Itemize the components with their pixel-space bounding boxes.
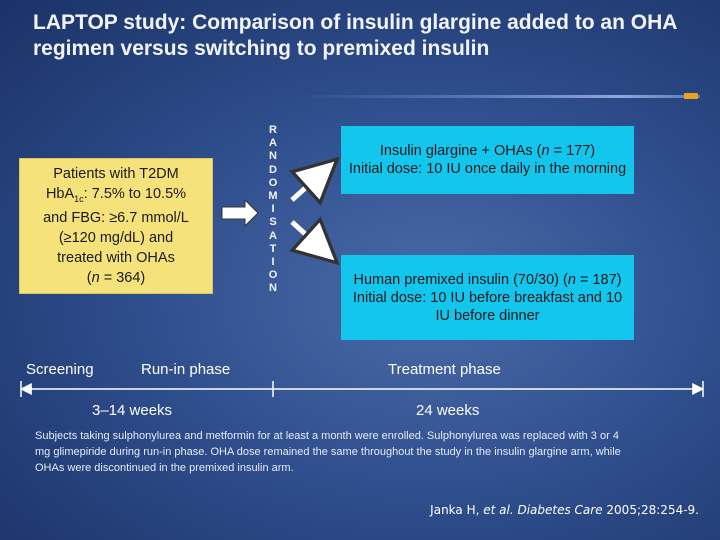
- randomisation-letter: A: [269, 137, 277, 150]
- phase-screening: Screening: [26, 361, 94, 378]
- premixed-line1-post: = 187): [575, 271, 622, 288]
- footnote: Subjects taking sulphonylurea and metfor…: [35, 430, 621, 474]
- citation-etal: et al.: [483, 503, 514, 517]
- randomisation-letter: I: [271, 256, 275, 269]
- premixed-arm-box: Human premixed insulin (70/30) (n = 187)…: [341, 255, 634, 340]
- patients-n: n: [91, 270, 100, 287]
- slide-title: LAPTOP study: Comparison of insulin glar…: [33, 11, 677, 60]
- randomisation-letter: R: [269, 124, 277, 136]
- hba1c-label: HbA: [45, 185, 75, 202]
- citation-authors: Janka H,: [430, 503, 484, 517]
- phase-run-in: Run-in phase: [141, 361, 231, 378]
- randomisation-arrow: [221, 198, 259, 228]
- patients-line5: treated with OHAs: [57, 250, 175, 267]
- randomisation-letter: M: [268, 190, 278, 203]
- glargine-dose: Initial dose: 10 IU once daily in the mo…: [348, 161, 627, 177]
- premixed-line1-pre: Human premixed insulin (70/30) (: [353, 271, 568, 288]
- hba1c-value: : 7.5% to 10.5%: [83, 185, 187, 202]
- phase-treatment: Treatment phase: [388, 361, 501, 378]
- patients-text: Patients with T2DM HbA1c: 7.5% to 10.5% …: [43, 164, 189, 289]
- title-divider-accent: [684, 93, 698, 99]
- glargine-arm-text: Insulin glargine + OHAs (n = 177) Initia…: [349, 142, 626, 178]
- patients-line4: (≥120 mg/dL) and: [58, 230, 174, 247]
- randomisation-letter: A: [269, 229, 277, 242]
- patients-line6-post: = 364): [99, 270, 146, 287]
- patients-line3: and FBG: ≥6.7 mmol/L: [43, 210, 189, 227]
- randomisation-letter: O: [268, 269, 278, 282]
- patients-line6-pre: (: [86, 270, 92, 287]
- randomisation-letter: S: [269, 216, 277, 229]
- arrow-to-glargine: [289, 156, 340, 206]
- randomisation-letter: O: [268, 176, 278, 189]
- hba1c-sub: 1c: [74, 193, 84, 204]
- randomisation-letter: N: [269, 282, 277, 295]
- randomisation-label: R A N D O M I S A T I O N: [262, 124, 284, 296]
- glargine-arm-box: Insulin glargine + OHAs (n = 177) Initia…: [341, 126, 634, 194]
- glargine-line1-pre: Insulin glargine + OHAs (: [379, 143, 542, 159]
- citation-journal: Diabetes Care: [513, 503, 603, 517]
- duration-run-in: 3–14 weeks: [92, 402, 173, 419]
- citation-ref: 2005;28:254-9.: [602, 503, 699, 517]
- randomisation-letter: D: [269, 163, 277, 176]
- premixed-dose: Initial dose: 10 IU before breakfast and…: [352, 289, 623, 324]
- glargine-n: n: [541, 143, 550, 159]
- randomisation-letter: T: [269, 242, 277, 255]
- premixed-n: n: [567, 271, 576, 288]
- arrow-to-premixed: [289, 216, 340, 266]
- citation: Janka H, et al. Diabetes Care 2005;28:25…: [430, 503, 699, 517]
- randomisation-letter: I: [271, 203, 275, 216]
- duration-treatment: 24 weeks: [416, 402, 480, 419]
- randomisation-letter: N: [269, 150, 277, 163]
- patients-line1: Patients with T2DM: [53, 165, 179, 182]
- patients-box: Patients with T2DM HbA1c: 7.5% to 10.5% …: [19, 158, 213, 294]
- premixed-arm-text: Human premixed insulin (70/30) (n = 187)…: [347, 271, 628, 325]
- glargine-line1-post: = 177): [549, 143, 596, 159]
- title-divider: [300, 95, 700, 98]
